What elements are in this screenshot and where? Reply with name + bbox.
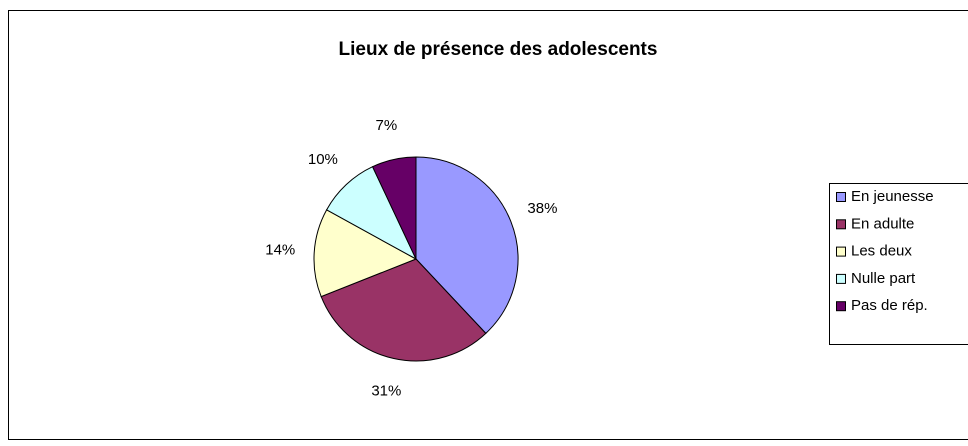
data-label: 7% xyxy=(375,117,397,134)
legend-box xyxy=(829,183,968,345)
legend-label: Pas de rép. xyxy=(851,297,928,314)
data-label: 14% xyxy=(265,241,295,258)
data-label: 31% xyxy=(371,383,401,400)
chart-title: Lieux de présence des adolescents xyxy=(339,39,658,60)
pie-slice xyxy=(415,156,519,335)
legend-label: Nulle part xyxy=(851,270,916,287)
pie-slice xyxy=(313,209,418,298)
legend-swatch xyxy=(836,301,846,312)
data-label: 10% xyxy=(308,151,338,168)
legend-swatch xyxy=(836,273,846,284)
legend-label: Les deux xyxy=(851,243,912,260)
legend-swatch xyxy=(836,192,846,202)
data-label: 38% xyxy=(527,200,557,217)
legend-label: En jeunesse xyxy=(851,188,934,205)
legend-swatch xyxy=(836,219,846,230)
pie-slice xyxy=(371,156,417,260)
legend-swatch xyxy=(836,246,846,257)
pie-slice xyxy=(320,258,487,362)
legend-label: En adulte xyxy=(851,215,914,232)
